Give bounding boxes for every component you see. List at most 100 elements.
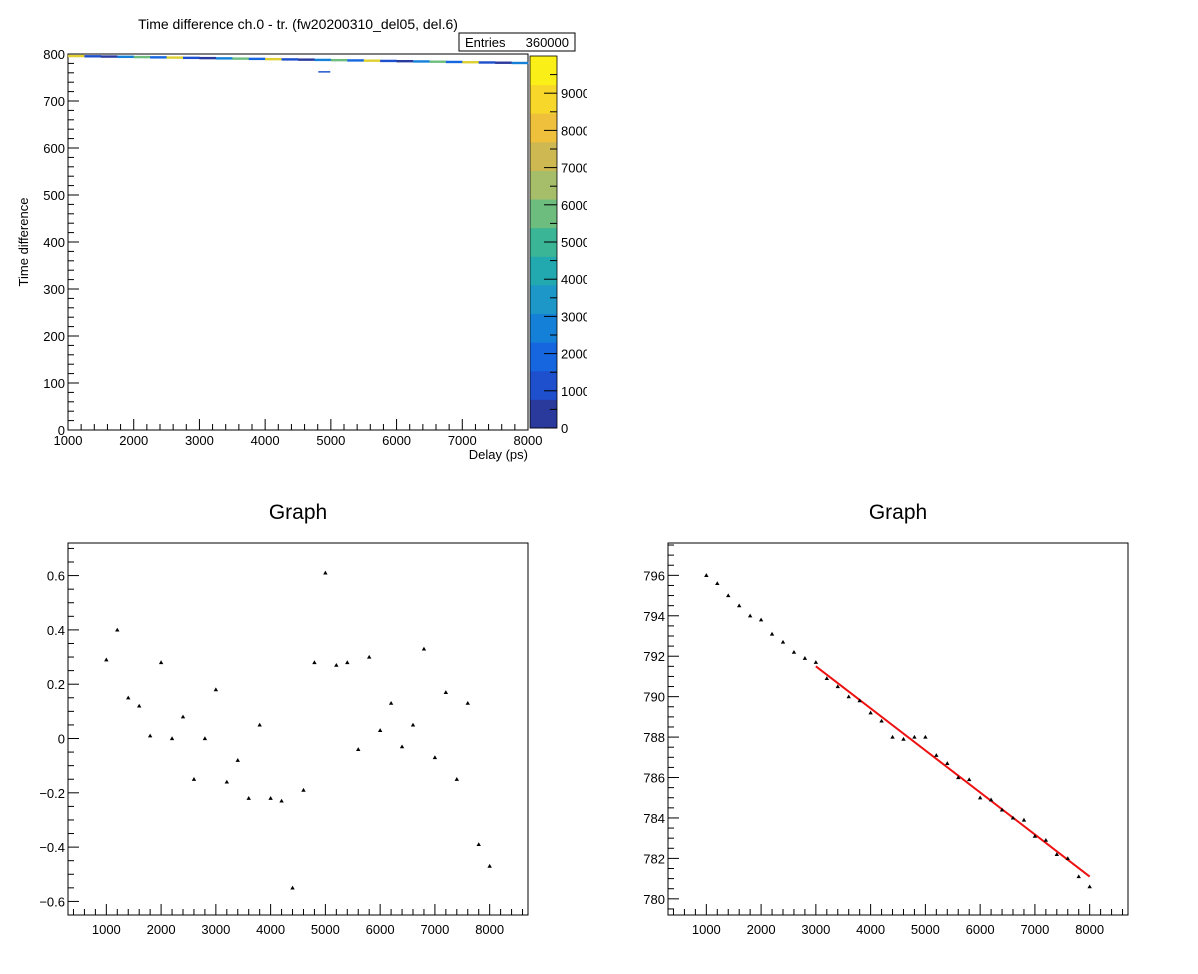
x-tick-label: 6000 (966, 922, 995, 937)
colorbar-labels: 0 1000 2000 3000 4000 5000 6000 7000 8000 9000 (561, 86, 590, 436)
data-point (901, 736, 906, 741)
data-point (890, 734, 895, 739)
data-point (956, 775, 961, 780)
y-tick-label: 782 (643, 851, 665, 866)
data-point (432, 755, 438, 760)
histogram-bin (133, 55, 151, 59)
data-point (704, 573, 709, 577)
x-tick-label: 3000 (801, 922, 830, 937)
data-point (999, 807, 1005, 812)
colorbar-axis: 0 1000 2000 3000 4000 5000 6000 7000 8000 9000 (544, 74, 590, 436)
histogram-bin (150, 56, 167, 59)
colorbar-segment (530, 141, 557, 171)
data-point (399, 744, 405, 749)
colorbar-tick-label: 3000 (561, 309, 590, 324)
graph1-x-axis: 1000 2000 3000 4000 5000 6000 7000 8000 (72, 904, 524, 937)
histogram-bin (84, 55, 102, 58)
data-point (1043, 837, 1049, 842)
x-tick-label: 7000 (1020, 922, 1049, 937)
data-point (301, 787, 306, 792)
x-tick-label: 8000 (514, 433, 543, 448)
data-point (715, 581, 720, 586)
y-tick-label: 784 (643, 811, 665, 826)
histogram-bin (330, 58, 348, 62)
histogram-bin (429, 60, 447, 63)
data-point (945, 761, 950, 765)
histogram-bin (314, 58, 332, 62)
histogram-bin (281, 58, 299, 61)
data-point (334, 662, 339, 667)
graph1-frame (67, 542, 529, 916)
data-point (988, 797, 994, 802)
data-point (966, 777, 972, 782)
data-point (879, 718, 884, 723)
histogram-bin (347, 59, 365, 62)
colorbar-tick-label: 9000 (561, 86, 590, 101)
histogram-bin (199, 56, 217, 60)
data-point (279, 798, 284, 803)
colorbar-segment (530, 370, 557, 400)
y-tick-label: 0 (58, 732, 65, 747)
histogram-band (68, 54, 529, 65)
data-point (813, 660, 819, 664)
graph2-title: Graph (869, 501, 927, 524)
x-tick-label: 1000 (54, 433, 83, 448)
data-point (136, 703, 142, 708)
x-tick-label: 5000 (911, 922, 940, 937)
histogram-x-label: Delay (ps) (469, 447, 528, 462)
colorbar-segment (530, 284, 557, 315)
colorbar-tick-label: 0 (561, 421, 568, 436)
data-point (246, 796, 251, 800)
graph-panel-fit: Graph 1000 2000 3000 4000 5000 6000 7000 8000 7… (643, 501, 1129, 937)
y-tick-label: 794 (643, 609, 665, 624)
colorbar-tick-label: 6000 (561, 198, 590, 213)
y-tick-label: 786 (643, 771, 665, 786)
data-point (726, 593, 731, 598)
x-tick-label: 2000 (747, 922, 776, 937)
y-tick-label: 300 (43, 282, 65, 297)
histogram-bin (183, 56, 200, 60)
data-point (257, 722, 262, 727)
data-point (224, 779, 230, 784)
histogram-bin (396, 59, 414, 63)
x-tick-label: 3000 (185, 433, 214, 448)
histogram-bin (511, 61, 529, 65)
graph2-y-axis: 780 782 784 786 788 790 792 794 796 (643, 544, 679, 910)
y-tick-label: 800 (43, 47, 65, 62)
data-point (912, 734, 917, 739)
x-tick-label: 4000 (251, 433, 280, 448)
colorbar-segment (530, 170, 557, 200)
histogram-bin (265, 57, 282, 61)
data-point (356, 747, 361, 751)
graph1-y-axis: −0.6 −0.4 −0.2 0 0.2 0.4 0.6 (39, 547, 79, 916)
data-point (312, 660, 317, 665)
x-tick-label: 2000 (119, 433, 148, 448)
colorbar-segment (530, 84, 557, 114)
data-point (1032, 833, 1038, 838)
colorbar-segment (530, 313, 557, 343)
y-tick-label: −0.2 (39, 786, 65, 801)
data-point (388, 701, 394, 705)
x-tick-label: 7000 (420, 922, 449, 937)
data-point (126, 695, 131, 700)
data-point (846, 694, 851, 699)
data-point (104, 657, 109, 662)
data-point (147, 733, 153, 738)
y-tick-label: 400 (43, 235, 65, 250)
histogram-frame (67, 53, 529, 431)
data-point (345, 660, 350, 665)
data-point (758, 617, 764, 622)
x-tick-label: 8000 (1075, 922, 1104, 937)
data-point (736, 603, 742, 608)
y-tick-label: 788 (643, 730, 665, 745)
y-tick-label: 796 (643, 568, 665, 583)
data-point (835, 684, 840, 689)
colorbar-segment (530, 399, 557, 429)
data-point (290, 885, 295, 890)
stats-box: Entries 360000 (458, 32, 576, 52)
histogram-bin (100, 55, 118, 58)
data-point (443, 690, 449, 694)
x-tick-label: 6000 (366, 922, 395, 937)
colorbar-tick-label: 1000 (561, 384, 590, 399)
data-point (791, 649, 797, 654)
